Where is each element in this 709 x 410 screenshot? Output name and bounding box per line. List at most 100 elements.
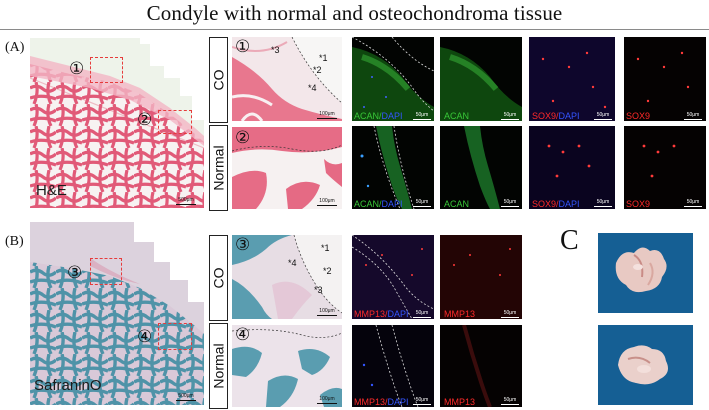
co-sox9-dapi-label-dapi: DAPI <box>558 111 580 121</box>
normal-sox9-dapi-label-sox9: SOX9 <box>532 199 557 209</box>
normal-acan-dapi-image <box>352 126 434 209</box>
normal-mmp13-scale: 50μm <box>501 397 519 405</box>
co-sox9-scale-text: 50μm <box>686 112 700 118</box>
region-2-box <box>158 110 192 134</box>
co-mmp13-scale: 50μm <box>501 310 519 318</box>
normal-mmp13-scale-text: 50μm <box>503 397 517 403</box>
row-label-normal-b-text: Normal <box>210 343 227 389</box>
zoom-3-star-2: *2 <box>323 266 332 276</box>
normal-mmp13-label: MMP13 <box>444 397 476 407</box>
co-acan-scale-line <box>501 119 519 120</box>
co-mmp13-dapi-label-sep: / <box>385 309 388 319</box>
normal-acan-dapi-scale: 50μm <box>413 199 431 207</box>
normal-mmp13-dapi-image <box>352 325 434 407</box>
zoom-2-scale-bar-text: 100μm <box>319 198 335 204</box>
row-label-normal-b: Normal <box>209 323 228 409</box>
co-mmp13-dapi-scale-text: 50μm <box>415 310 429 316</box>
he-scale-bar: 500μm <box>176 197 196 205</box>
normal-sox9-dapi-scale-text: 50μm <box>596 199 610 205</box>
co-acan-dapi-label-acan: ACAN <box>354 111 380 121</box>
normal-acan-scale-line <box>501 206 519 207</box>
zoom-4-scale-bar-text: 100μm <box>319 396 335 402</box>
co-mmp13-dapi-scale-line <box>413 317 431 318</box>
normal-acan-dapi-label-dapi: DAPI <box>381 199 403 209</box>
zoom-1-marker: ① <box>235 37 251 57</box>
normal-acan-label: ACAN <box>444 199 470 209</box>
normal-mmp13-dapi-label: MMP13/DAPI <box>354 397 409 407</box>
zoom-1-scale-bar-text: 100μm <box>319 111 335 117</box>
safranin-overview-image <box>30 222 204 405</box>
zoom-3-scale-bar-text: 100μm <box>319 308 335 314</box>
he-zoom-region-2 <box>232 127 342 209</box>
zoom-2-marker: ② <box>235 128 251 148</box>
zoom-3-scale-bar: 100μm <box>317 308 337 316</box>
normal-acan-dapi-scale-text: 50μm <box>415 199 429 205</box>
normal-sox9-dapi-image <box>529 126 615 209</box>
co-acan-image <box>440 37 522 121</box>
zoom-3-star-1: *1 <box>321 243 330 253</box>
normal-mmp13-dapi-label-sep: / <box>385 397 388 407</box>
co-acan-dapi-scale: 50μm <box>413 112 431 120</box>
co-acan-scale-text: 50μm <box>503 112 517 118</box>
co-mmp13-image <box>440 235 522 319</box>
he-zoom-region-1 <box>232 37 342 121</box>
zoom-1-scale-bar: 100μm <box>317 111 337 119</box>
region-4-marker: ④ <box>137 327 153 347</box>
region-2-marker: ② <box>137 110 153 130</box>
co-acan-label: ACAN <box>444 111 470 121</box>
row-label-co-a: CO <box>209 37 228 123</box>
zoom-3-star-4: *4 <box>288 258 297 268</box>
title-rule <box>0 29 709 30</box>
specimen-photo-normal <box>598 325 693 405</box>
normal-sox9-label: SOX9 <box>626 199 651 209</box>
he-overview-image <box>30 38 204 208</box>
normal-mmp13-dapi-scale-text: 50μm <box>415 397 429 403</box>
specimen-photo-co <box>598 233 693 313</box>
he-scale-bar-line <box>176 204 196 205</box>
co-sox9-label: SOX9 <box>626 111 651 121</box>
zoom-3-star-3: *3 <box>314 285 323 295</box>
normal-sox9-image <box>624 126 706 209</box>
row-label-normal-a: Normal <box>209 125 228 211</box>
normal-sox9-dapi-label-sep: / <box>556 199 559 209</box>
co-sox9-dapi-label-sox9: SOX9 <box>532 111 557 121</box>
normal-sox9-dapi-label-dapi: DAPI <box>558 199 580 209</box>
zoom-1-star-1: *1 <box>319 53 328 63</box>
normal-mmp13-image <box>440 325 522 407</box>
normal-mmp13-scale-line <box>501 404 519 405</box>
region-1-box <box>90 57 123 83</box>
normal-mmp13-dapi-scale: 50μm <box>413 397 431 405</box>
co-acan-scale: 50μm <box>501 112 519 120</box>
row-label-normal-a-text: Normal <box>210 145 227 191</box>
safranin-zoom-region-4 <box>232 325 342 407</box>
zoom-4-marker: ④ <box>235 325 251 345</box>
normal-sox9-scale-text: 50μm <box>686 199 700 205</box>
co-sox9-dapi-scale: 50μm <box>594 112 612 120</box>
normal-sox9-scale-line <box>684 206 702 207</box>
co-mmp13-dapi-label-dapi: DAPI <box>387 309 409 319</box>
co-mmp13-dapi-image <box>352 235 434 319</box>
zoom-1-star-2: *2 <box>313 65 322 75</box>
co-sox9-dapi-image <box>529 37 615 121</box>
co-mmp13-dapi-label-mmp13: MMP13 <box>354 309 386 319</box>
normal-mmp13-dapi-label-mmp13: MMP13 <box>354 397 386 407</box>
zoom-3-marker: ③ <box>235 235 251 255</box>
row-label-co-b-text: CO <box>210 267 227 289</box>
zoom-3-scale-bar-line <box>317 315 337 316</box>
region-3-box <box>90 258 122 285</box>
safranin-scale-bar-line <box>176 400 196 401</box>
region-4-box <box>158 323 192 350</box>
normal-acan-dapi-label: ACAN/DAPI <box>354 199 403 209</box>
normal-acan-dapi-label-acan: ACAN <box>354 199 380 209</box>
zoom-4-scale-bar-line <box>317 403 337 404</box>
co-acan-dapi-scale-text: 50μm <box>415 112 429 118</box>
normal-sox9-dapi-label: SOX9/DAPI <box>532 199 580 209</box>
zoom-1-scale-bar-line <box>317 118 337 119</box>
normal-acan-image <box>440 126 522 209</box>
co-acan-dapi-image <box>352 37 434 121</box>
co-mmp13-dapi-scale: 50μm <box>413 310 431 318</box>
co-mmp13-scale-line <box>501 317 519 318</box>
zoom-4-scale-bar: 100μm <box>317 396 337 404</box>
he-stain-label: H&E <box>36 182 67 199</box>
